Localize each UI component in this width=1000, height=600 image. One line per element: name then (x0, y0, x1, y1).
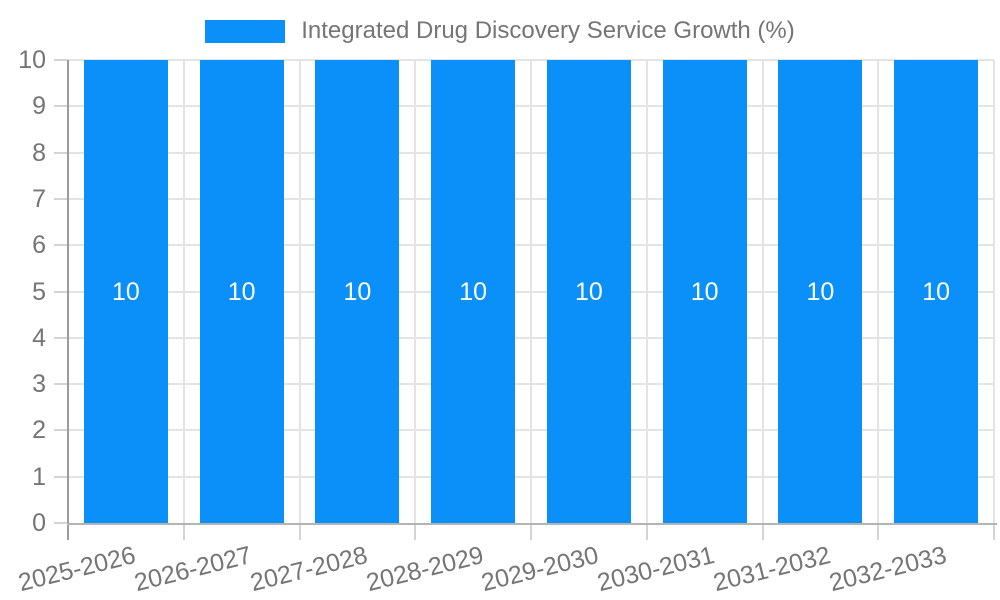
x-axis-tick-label: 2025-2026 (15, 541, 139, 598)
y-tick-mark (54, 105, 68, 108)
x-tick-mark (993, 523, 995, 540)
bar[interactable] (662, 60, 747, 523)
y-tick-mark (54, 475, 68, 478)
bar[interactable] (315, 60, 400, 523)
bar[interactable] (83, 60, 168, 523)
x-axis-tick-label: 2030-2031 (594, 541, 718, 598)
bar[interactable] (894, 60, 979, 523)
y-tick-mark (54, 244, 68, 247)
bar[interactable] (431, 60, 516, 523)
bar-value-label: 10 (806, 277, 835, 306)
x-axis-tick-label: 2026-2027 (131, 541, 255, 598)
y-axis-tick-label: 8 (32, 138, 46, 167)
bar-value-label: 10 (459, 277, 488, 306)
y-axis-tick-label: 5 (32, 277, 46, 306)
x-axis-tick-label: 2032-2033 (826, 541, 949, 598)
x-gridline (414, 60, 417, 523)
y-axis-tick-label: 9 (32, 92, 46, 121)
y-axis-line (67, 60, 69, 540)
x-tick-mark (645, 523, 648, 540)
x-tick-mark (298, 523, 301, 540)
x-tick-mark (182, 523, 185, 540)
x-axis-tick-label: 2028-2029 (363, 541, 486, 598)
y-tick-mark (54, 197, 68, 200)
legend-label: Integrated Drug Discovery Service Growth… (301, 17, 795, 44)
y-axis-tick-label: 4 (32, 323, 46, 352)
x-gridline (993, 60, 995, 523)
y-tick-mark (54, 336, 68, 339)
x-tick-mark (414, 523, 417, 540)
x-gridline (761, 60, 764, 523)
y-axis-tick-label: 2 (32, 416, 46, 445)
bar-value-label: 10 (227, 277, 256, 306)
x-gridline (182, 60, 185, 523)
bar[interactable] (199, 60, 284, 523)
y-tick-mark (54, 290, 68, 293)
bar-value-label: 10 (343, 277, 372, 306)
y-tick-mark (54, 383, 68, 386)
bar-value-label: 10 (574, 277, 603, 306)
y-tick-mark (54, 522, 68, 524)
y-tick-mark (54, 429, 68, 432)
bar[interactable] (546, 60, 631, 523)
x-gridline (877, 60, 880, 523)
x-axis-tick-label: 2027-2028 (247, 541, 371, 598)
x-gridline (645, 60, 648, 523)
bar-value-label: 10 (111, 277, 140, 306)
x-axis-tick-label: 2031-2032 (710, 541, 834, 598)
x-gridline (298, 60, 301, 523)
bar-value-label: 10 (690, 277, 719, 306)
y-axis-tick-label: 10 (18, 46, 46, 74)
x-gridline (530, 60, 532, 523)
x-axis-line (67, 523, 997, 525)
bar[interactable] (778, 60, 863, 523)
x-tick-mark (877, 523, 880, 540)
y-tick-mark (54, 151, 68, 154)
y-axis-tick-label: 0 (32, 509, 46, 537)
y-axis-tick-label: 6 (32, 231, 46, 260)
legend-swatch (205, 19, 286, 43)
x-tick-mark (761, 523, 764, 540)
bar-value-label: 10 (922, 277, 951, 306)
legend[interactable]: Integrated Drug Discovery Service Growth… (0, 17, 1000, 45)
y-axis-tick-label: 3 (32, 370, 46, 399)
x-axis-tick-label: 2029-2030 (478, 541, 602, 598)
y-axis-tick-label: 7 (32, 184, 46, 213)
y-tick-mark (54, 59, 68, 61)
y-axis-tick-label: 1 (32, 462, 46, 491)
x-tick-mark (530, 523, 532, 540)
